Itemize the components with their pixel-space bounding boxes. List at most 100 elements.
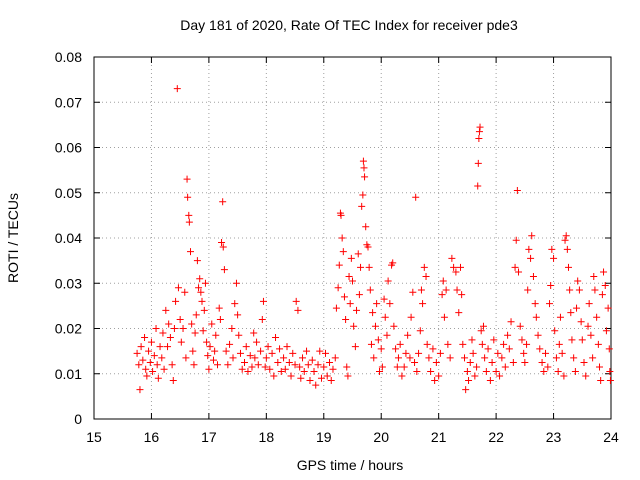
data-point (371, 322, 379, 330)
data-point (598, 291, 606, 299)
data-point (153, 361, 161, 369)
data-point (367, 340, 375, 348)
data-point (475, 134, 483, 142)
data-point (291, 361, 299, 369)
data-point (544, 363, 552, 371)
data-point (419, 300, 427, 308)
data-point (527, 254, 535, 262)
data-point (219, 198, 227, 206)
data-point (550, 254, 558, 262)
data-point (452, 268, 460, 276)
data-point (310, 367, 318, 375)
x-tick-label: 15 (86, 429, 102, 445)
x-tick-label: 16 (144, 429, 160, 445)
axis-ticks (93, 56, 612, 420)
data-point (481, 354, 489, 362)
data-point (228, 325, 236, 332)
data-point (378, 363, 386, 371)
data-point (444, 340, 452, 348)
data-point (234, 311, 242, 319)
data-point (238, 365, 246, 373)
y-tick-label: 0.04 (55, 230, 82, 246)
data-point (505, 345, 513, 353)
data-point (192, 311, 200, 319)
data-point (285, 358, 293, 366)
data-point (212, 331, 220, 339)
data-point (257, 347, 265, 355)
data-point (574, 277, 582, 285)
data-point (423, 340, 431, 348)
data-point (308, 356, 316, 364)
data-point (402, 349, 410, 357)
data-point (190, 361, 198, 369)
data-point (149, 367, 157, 375)
data-point (160, 365, 168, 373)
data-point (538, 358, 546, 366)
data-point (566, 286, 574, 294)
data-point (540, 367, 548, 375)
data-point (358, 202, 366, 210)
data-point (504, 331, 512, 339)
data-point (232, 279, 240, 287)
data-point (585, 300, 593, 308)
x-tick-label: 21 (431, 429, 447, 445)
data-point (425, 354, 433, 362)
data-point (590, 272, 598, 280)
data-point (374, 336, 382, 344)
data-point (601, 282, 609, 290)
data-point (461, 354, 469, 362)
data-point (552, 354, 560, 362)
data-point (413, 367, 421, 375)
y-tick-label: 0.08 (55, 49, 82, 65)
data-point (450, 263, 458, 271)
data-point (332, 304, 340, 312)
data-point (596, 363, 604, 371)
data-point (193, 257, 201, 265)
data-point (208, 320, 216, 328)
data-point (390, 322, 398, 330)
data-point (523, 340, 531, 348)
y-tick-label: 0.03 (55, 275, 82, 291)
data-point (152, 325, 160, 332)
data-point (174, 284, 182, 292)
y-axis-label: ROTI / TECUs (5, 193, 21, 283)
data-point (316, 347, 324, 355)
data-point (294, 306, 302, 314)
data-point (143, 372, 151, 380)
data-point (283, 343, 291, 351)
data-point (597, 377, 605, 385)
data-point (195, 284, 203, 292)
data-point (469, 349, 477, 357)
data-point (361, 173, 369, 181)
data-point (542, 349, 550, 357)
data-point (463, 367, 471, 375)
data-point (606, 377, 614, 385)
data-point (415, 349, 423, 357)
data-point (139, 356, 147, 364)
data-point (446, 354, 454, 362)
data-point (458, 291, 466, 299)
data-point (159, 329, 167, 337)
data-point (179, 325, 187, 332)
data-point (436, 349, 444, 357)
data-point (490, 336, 498, 344)
data-point (456, 263, 464, 271)
y-tick-label: 0.01 (55, 366, 82, 382)
data-point (266, 365, 274, 373)
data-point (422, 272, 430, 280)
data-point (492, 367, 500, 375)
data-point (560, 372, 568, 380)
data-point (396, 340, 404, 348)
data-point (455, 309, 463, 317)
data-point (440, 313, 448, 321)
data-point (420, 263, 428, 271)
data-point (264, 343, 272, 351)
data-point (272, 334, 280, 342)
data-point (488, 358, 496, 366)
data-point (364, 243, 372, 251)
data-point (197, 288, 205, 296)
data-point (146, 358, 154, 366)
data-point (204, 352, 212, 360)
data-point (172, 297, 180, 305)
data-point (362, 223, 370, 231)
